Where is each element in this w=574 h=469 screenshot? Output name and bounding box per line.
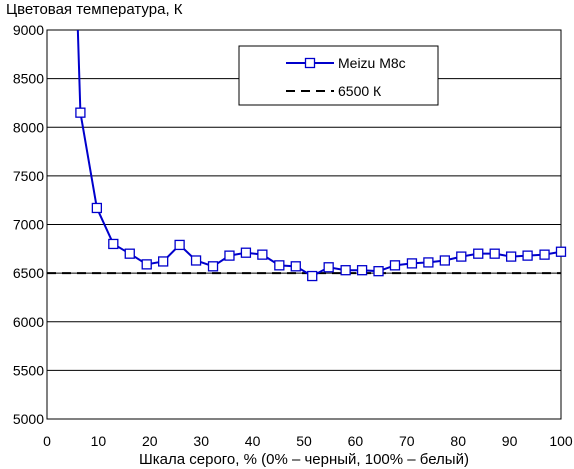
x-tick-label: 20 [142,433,158,449]
data-point [224,250,235,261]
data-point [108,238,119,250]
legend-box [238,45,439,106]
x-tick-label: 70 [399,433,415,449]
x-tick-label: 80 [450,433,466,449]
x-tick-label: 90 [502,433,518,449]
data-point [373,266,384,277]
x-tick-label: 40 [245,433,261,449]
x-tick-label: 10 [91,433,107,449]
y-tick-label: 8000 [13,119,44,135]
data-point [91,202,103,214]
y-tick-label: 5000 [13,411,44,427]
data-point [274,260,285,271]
data-point [456,251,467,262]
data-point [489,248,500,259]
series-layer [47,30,567,282]
x-tick-labels: 0 10 20 30 40 50 60 70 80 90 100 [43,433,573,449]
data-point [75,107,86,118]
data-point [423,257,434,268]
legend: Meizu M8c 6500 К [238,45,439,106]
legend-label-meizu: Meizu M8c [338,55,406,71]
x-tick-label: 50 [296,433,312,449]
x-tick-label: 60 [348,433,364,449]
y-tick-label: 6500 [13,265,44,281]
legend-label-6500k: 6500 К [338,83,382,99]
y-tick-label: 7500 [13,168,44,184]
y-tick-label: 8500 [13,71,44,87]
data-point [124,248,135,259]
data-point [323,262,334,273]
data-point [539,249,550,260]
data-point [290,261,301,272]
data-point [174,239,185,251]
data-point [389,260,401,271]
data-point [207,261,219,272]
data-point [257,249,268,260]
y-tick-label: 5500 [13,362,44,378]
data-point [439,255,450,266]
data-point [307,270,318,282]
x-axis-title: Шкала серого, % (0% – черный, 100% – бел… [139,451,469,468]
data-point [141,259,152,270]
data-point [240,247,252,258]
grid [47,78,561,371]
data-point [406,258,418,269]
x-tick-label: 0 [43,433,51,449]
data-point [190,255,202,266]
y-axis-title: Цветовая температура, К [6,1,183,18]
data-point [505,251,517,262]
data-point [522,250,533,261]
x-tick-label: 30 [193,433,209,449]
y-tick-labels: 5000 5500 6000 6500 7000 7500 8000 8500 9000 [13,22,44,427]
data-point [555,246,567,257]
data-point [356,265,368,276]
legend-marker-meizu [304,57,316,69]
data-point [158,256,169,267]
x-tick-label: 100 [549,433,573,449]
y-tick-label: 9000 [13,22,44,38]
data-point [340,265,351,276]
plot-area-border [46,29,562,420]
y-tick-label: 6000 [13,314,44,330]
y-tick-label: 7000 [13,217,44,233]
data-point [473,248,484,259]
